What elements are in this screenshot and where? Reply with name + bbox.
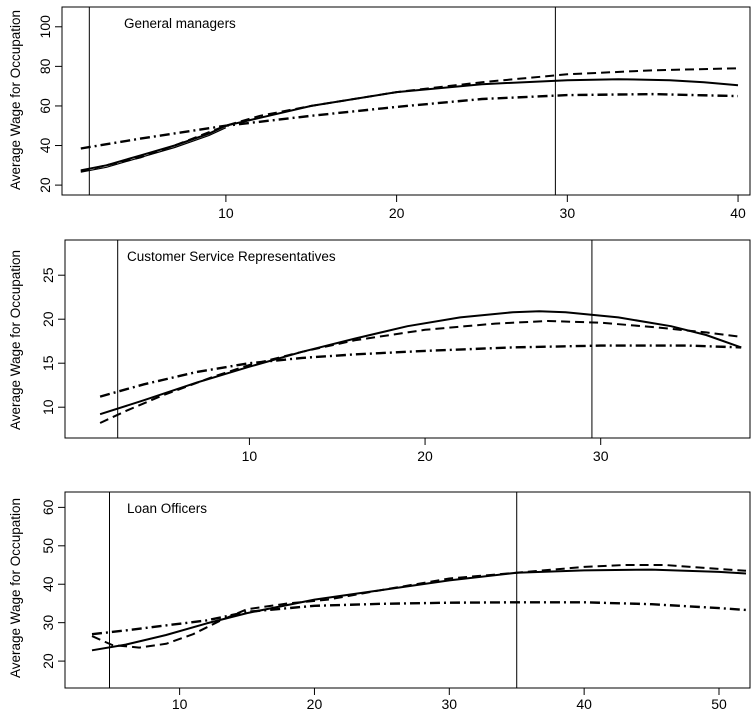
- panel-title: Customer Service Representatives: [127, 249, 336, 264]
- x-tick-label: 50: [711, 696, 727, 712]
- x-tick-label: 20: [417, 448, 433, 464]
- y-tick-label: 15: [40, 355, 56, 371]
- series-line-dashdot: [91, 601, 747, 636]
- y-tick-label: 50: [40, 538, 56, 554]
- panel-general-managers: General managers Average Wage for Occupat…: [8, 6, 751, 221]
- x-tick-label: 20: [389, 205, 405, 221]
- panel-loan-officers: Loan Officers Average Wage for Occupation…: [8, 491, 751, 712]
- x-tick-label: 30: [560, 205, 576, 221]
- y-tick-label: 100: [37, 15, 53, 39]
- panel-customer-service-representatives: Customer Service Representatives Average …: [8, 239, 751, 464]
- y-tick-label: 10: [40, 399, 56, 415]
- series-line-solid: [99, 310, 742, 416]
- series-line-solid-thin: [80, 127, 227, 173]
- x-tick-label: 30: [442, 696, 458, 712]
- y-tick-label: 60: [37, 98, 53, 114]
- series-line-dashdot: [99, 344, 742, 398]
- plot-frame: [61, 6, 751, 196]
- series-line-solid: [91, 568, 747, 652]
- y-axis-label: Average Wage for Occupation: [8, 250, 23, 430]
- x-tick-label: 10: [218, 205, 234, 221]
- plot-frame: [64, 239, 751, 439]
- y-tick-label: 20: [40, 653, 56, 669]
- plot-frame: [64, 491, 751, 689]
- x-tick-label: 10: [172, 696, 188, 712]
- x-tick-label: 10: [242, 448, 258, 464]
- x-tick-label: 40: [730, 205, 746, 221]
- y-tick-label: 20: [37, 177, 53, 193]
- y-axis-label: Average Wage for Occupation: [8, 10, 23, 190]
- panel-title: General managers: [124, 16, 236, 31]
- y-tick-label: 40: [40, 576, 56, 592]
- series-line-dashed: [99, 320, 742, 424]
- y-axis-label: Average Wage for Occupation: [8, 498, 23, 678]
- series-line-dashed: [80, 67, 739, 173]
- y-tick-label: 25: [40, 267, 56, 283]
- x-tick-label: 40: [576, 696, 592, 712]
- y-tick-label: 40: [37, 138, 53, 154]
- x-tick-label: 20: [307, 696, 323, 712]
- y-tick-label: 30: [40, 615, 56, 631]
- series-line-solid: [80, 78, 739, 172]
- series-line-dashed: [91, 564, 747, 649]
- panel-title: Loan Officers: [127, 501, 207, 516]
- y-tick-label: 80: [37, 58, 53, 74]
- y-tick-label: 60: [40, 499, 56, 515]
- x-tick-label: 30: [593, 448, 609, 464]
- series-line-dashdot: [80, 92, 739, 150]
- y-tick-label: 20: [40, 311, 56, 327]
